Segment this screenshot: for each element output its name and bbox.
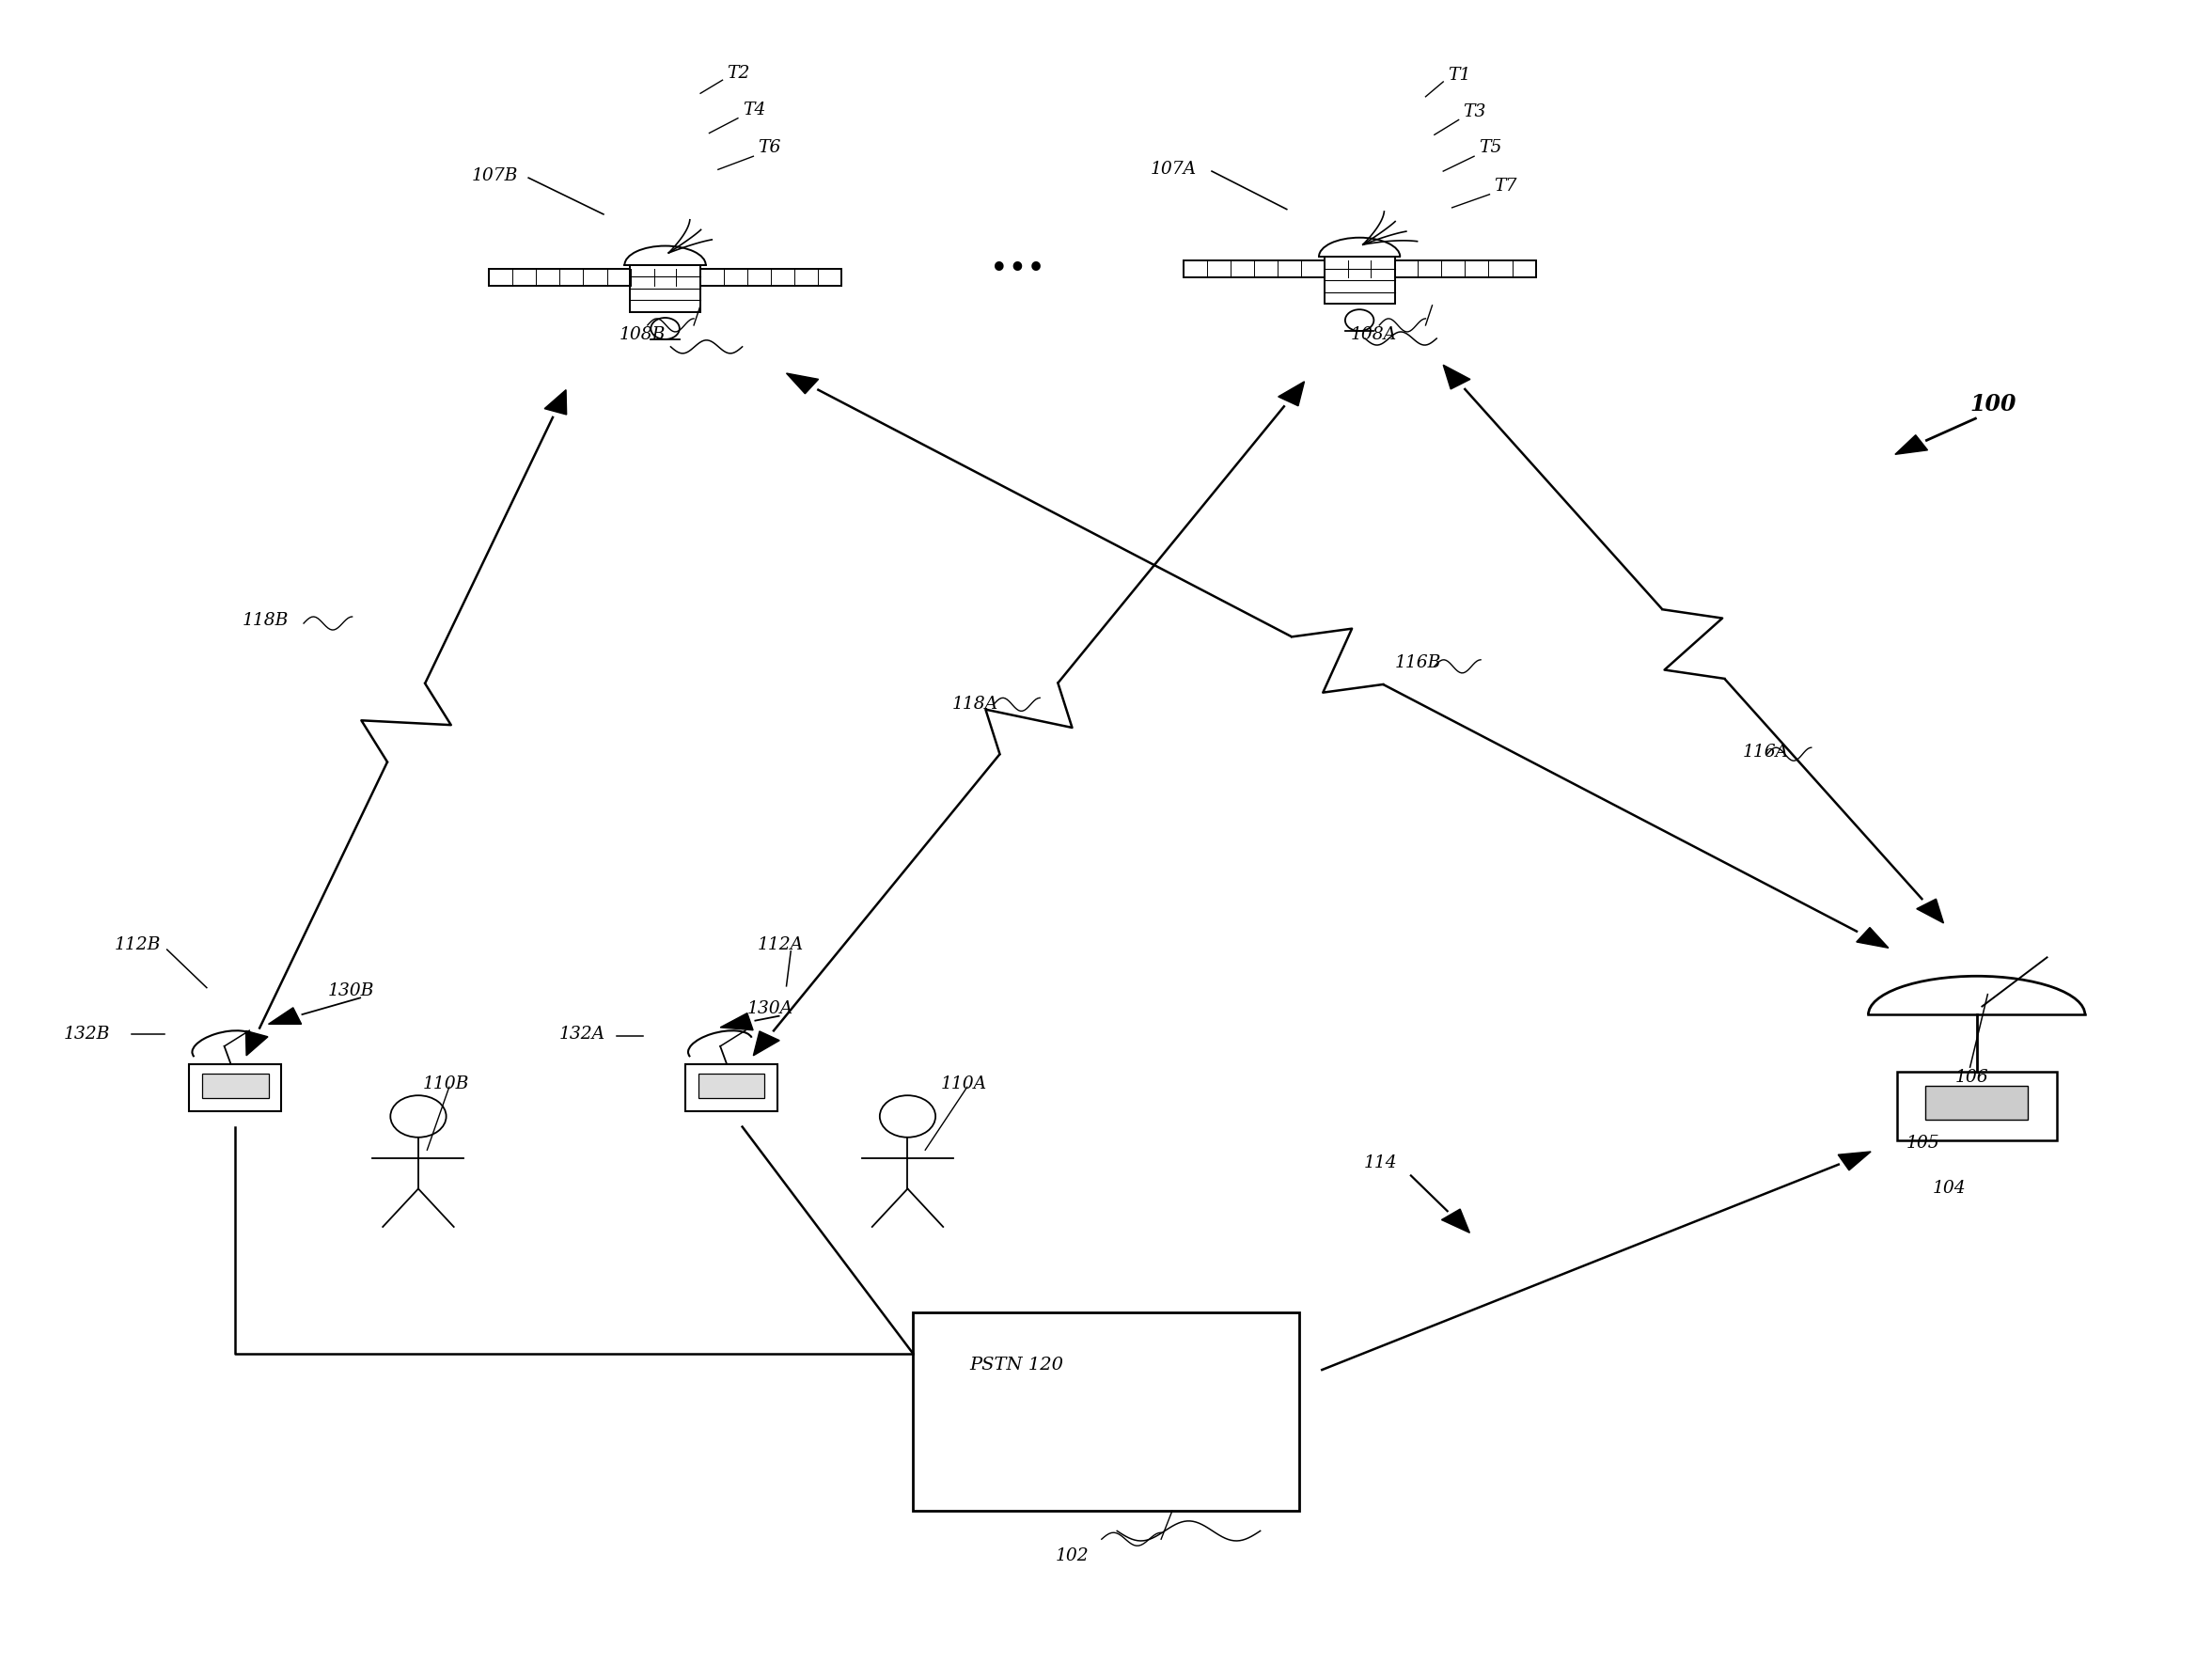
Text: 116A: 116A bbox=[1743, 744, 1790, 760]
Polygon shape bbox=[268, 1008, 301, 1023]
Polygon shape bbox=[1325, 256, 1396, 305]
Text: 114: 114 bbox=[1365, 1155, 1398, 1171]
Text: 105: 105 bbox=[1907, 1135, 1940, 1151]
Text: •••: ••• bbox=[991, 253, 1046, 285]
Text: 107A: 107A bbox=[1150, 161, 1197, 178]
Text: T7: T7 bbox=[1493, 178, 1517, 195]
Text: 110B: 110B bbox=[422, 1075, 469, 1092]
Polygon shape bbox=[1916, 899, 1944, 924]
Text: 106: 106 bbox=[1955, 1068, 1989, 1085]
Text: 100: 100 bbox=[1971, 393, 2017, 416]
Polygon shape bbox=[699, 1073, 765, 1098]
Polygon shape bbox=[1856, 927, 1889, 948]
Polygon shape bbox=[190, 1063, 281, 1112]
Polygon shape bbox=[787, 373, 818, 394]
Text: T2: T2 bbox=[728, 65, 750, 82]
Circle shape bbox=[1345, 310, 1374, 331]
Text: 102: 102 bbox=[1055, 1548, 1088, 1564]
Text: T1: T1 bbox=[1447, 67, 1471, 83]
Text: 118B: 118B bbox=[241, 612, 288, 629]
Polygon shape bbox=[1924, 1085, 2028, 1120]
Polygon shape bbox=[544, 389, 566, 414]
Text: T3: T3 bbox=[1462, 103, 1486, 120]
Polygon shape bbox=[721, 1013, 752, 1030]
Polygon shape bbox=[1442, 364, 1471, 389]
Polygon shape bbox=[754, 1032, 779, 1055]
Text: T6: T6 bbox=[759, 140, 781, 156]
Polygon shape bbox=[686, 1063, 776, 1112]
Polygon shape bbox=[201, 1073, 268, 1098]
Text: 130B: 130B bbox=[327, 982, 374, 1000]
Polygon shape bbox=[1279, 381, 1305, 406]
Polygon shape bbox=[1442, 1210, 1469, 1233]
Polygon shape bbox=[914, 1313, 1298, 1511]
Text: PSTN 120: PSTN 120 bbox=[969, 1356, 1064, 1374]
Text: 132A: 132A bbox=[560, 1025, 606, 1043]
Text: 118A: 118A bbox=[951, 696, 998, 712]
Text: 130A: 130A bbox=[748, 1000, 792, 1018]
Text: 108B: 108B bbox=[619, 326, 666, 343]
Text: 108A: 108A bbox=[1352, 326, 1396, 343]
Polygon shape bbox=[630, 265, 701, 311]
Polygon shape bbox=[246, 1030, 268, 1055]
Text: 110A: 110A bbox=[940, 1075, 987, 1092]
Text: 107B: 107B bbox=[471, 168, 518, 185]
Text: 116B: 116B bbox=[1396, 654, 1442, 672]
Text: 112A: 112A bbox=[759, 937, 803, 953]
Text: 104: 104 bbox=[1933, 1180, 1966, 1196]
Text: T5: T5 bbox=[1478, 140, 1502, 156]
Polygon shape bbox=[1896, 434, 1927, 454]
Text: 132B: 132B bbox=[64, 1025, 111, 1043]
Text: 112B: 112B bbox=[115, 937, 161, 953]
Polygon shape bbox=[1898, 1072, 2057, 1140]
Text: T4: T4 bbox=[743, 102, 765, 118]
Polygon shape bbox=[1838, 1151, 1871, 1170]
Circle shape bbox=[650, 318, 679, 339]
